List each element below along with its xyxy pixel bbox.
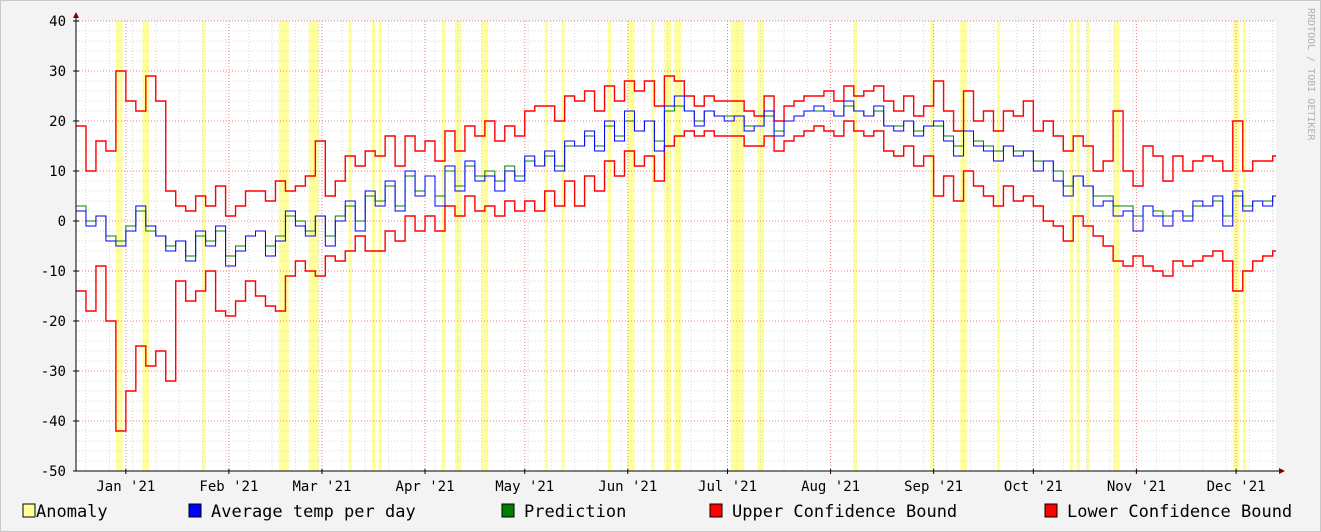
y-tick-labels: -50 -40 -30 -20 -10 0 10 20 30 40 [41, 14, 66, 480]
anomaly-band [730, 21, 735, 471]
y-tick-label: -40 [41, 414, 66, 430]
legend-label-upper-bound: Upper Confidence Bound [732, 502, 957, 522]
anomaly-band [651, 21, 655, 471]
series-line-lower-confidence-bound [76, 120, 1276, 432]
anomaly-band [853, 21, 858, 471]
y-tick-label: 40 [49, 14, 66, 30]
watermark: RRDTOOL / TOBI OETIKER [1305, 8, 1316, 141]
grid [76, 20, 1276, 472]
anomaly-band [963, 21, 967, 471]
anomaly-band [312, 21, 316, 471]
y-tick-label: -50 [41, 464, 66, 480]
anomaly-band [315, 21, 319, 471]
x-tick-label: Jan '21 [96, 479, 155, 495]
legend-item-lower-bound: Lower Confidence Bound [1044, 502, 1292, 522]
x-tick-label: Mar '21 [292, 479, 351, 495]
series-line-average-temp-per-day [76, 95, 1276, 267]
legend-label-anomaly: Anomaly [36, 502, 108, 522]
anomaly-band [282, 21, 286, 471]
anomaly-band [664, 21, 668, 471]
anomaly-band [607, 21, 612, 471]
anomaly-band [631, 21, 635, 471]
x-tick-label: Dec '21 [1207, 479, 1266, 495]
x-tick-label: Sep '21 [904, 479, 963, 495]
anomaly-band [667, 21, 672, 471]
y-tick-label: 30 [49, 64, 66, 80]
x-tick-label: Nov '21 [1107, 479, 1166, 495]
anomaly-band [737, 21, 741, 471]
anomaly-band [1086, 21, 1090, 471]
legend-item-average-temp: Average temp per day [188, 502, 416, 522]
anomaly-band [677, 21, 681, 471]
x-tick-label: Jul '21 [698, 479, 757, 495]
y-tick-label: 20 [49, 114, 66, 130]
anomaly-band [454, 21, 459, 471]
x-tick-label: Feb '21 [199, 479, 258, 495]
anomaly-band [996, 21, 1001, 471]
x-tick-label: May '21 [495, 479, 554, 495]
anomaly-band [378, 21, 382, 471]
legend-item-prediction: Prediction [501, 502, 626, 522]
anomaly-band [734, 21, 738, 471]
anomaly-band [544, 21, 549, 471]
series-line-upper-confidence-bound [76, 70, 1276, 217]
anomaly-band [308, 21, 313, 471]
legend-swatch-average-temp [188, 503, 202, 518]
anomaly-band [371, 21, 376, 471]
anomaly-band [960, 21, 964, 471]
legend-item-anomaly: Anomaly [22, 502, 108, 522]
anomaly-band [674, 21, 678, 471]
y-tick-label: -20 [41, 314, 66, 330]
anomaly-band [285, 21, 289, 471]
anomaly-band [740, 21, 745, 471]
legend-swatch-lower-bound [1044, 503, 1058, 518]
anomaly-band [1242, 21, 1247, 471]
anomaly-band [1236, 21, 1240, 471]
x-tick-label: Aug '21 [801, 479, 860, 495]
anomaly-band [760, 21, 765, 471]
anomaly-band [757, 21, 761, 471]
anomaly-band [145, 21, 150, 471]
anomaly-band [458, 21, 462, 471]
anomaly-band [561, 21, 565, 471]
anomaly-band [1069, 21, 1074, 471]
anomaly-band [1076, 21, 1080, 471]
anomaly-band [484, 21, 489, 471]
legend-label-lower-bound: Lower Confidence Bound [1067, 502, 1292, 522]
anomaly-band [202, 21, 206, 471]
legend-item-upper-bound: Upper Confidence Bound [709, 502, 957, 522]
x-tick-label: Jun '21 [598, 479, 657, 495]
anomaly-band [441, 21, 445, 471]
x-tick-labels: Jan '21 Feb '21 Mar '21 Apr '21 May '21 Jun '… [96, 479, 1265, 495]
anomaly-band [1113, 21, 1117, 471]
y-tick-label: 0 [58, 214, 66, 230]
x-tick-label: Apr '21 [396, 479, 455, 495]
anomaly-band [930, 21, 934, 471]
legend-label-prediction: Prediction [524, 502, 626, 522]
anomaly-band [481, 21, 485, 471]
axes [73, 12, 1285, 474]
y-tick-label: 10 [49, 164, 66, 180]
anomaly-band [1116, 21, 1120, 471]
x-tick-label: Oct '21 [1004, 479, 1063, 495]
legend-swatch-upper-bound [709, 503, 723, 518]
y-tick-label: -30 [41, 364, 66, 380]
legend-swatch-anomaly [22, 503, 36, 518]
anomaly-bands [115, 21, 1247, 471]
y-tick-label: -10 [41, 264, 66, 280]
series-lines [76, 70, 1276, 432]
legend: Anomaly Average temp per day Prediction … [22, 502, 1292, 522]
y-axis-arrow [73, 12, 79, 18]
legend-swatch-prediction [501, 503, 515, 518]
anomaly-band [1232, 21, 1237, 471]
x-axis-arrow [1279, 468, 1285, 474]
legend-label-average-temp: Average temp per day [211, 502, 416, 522]
anomaly-band [348, 21, 352, 471]
anomaly-band [142, 21, 146, 471]
anomaly-band [278, 21, 283, 471]
anomaly-band [627, 21, 632, 471]
